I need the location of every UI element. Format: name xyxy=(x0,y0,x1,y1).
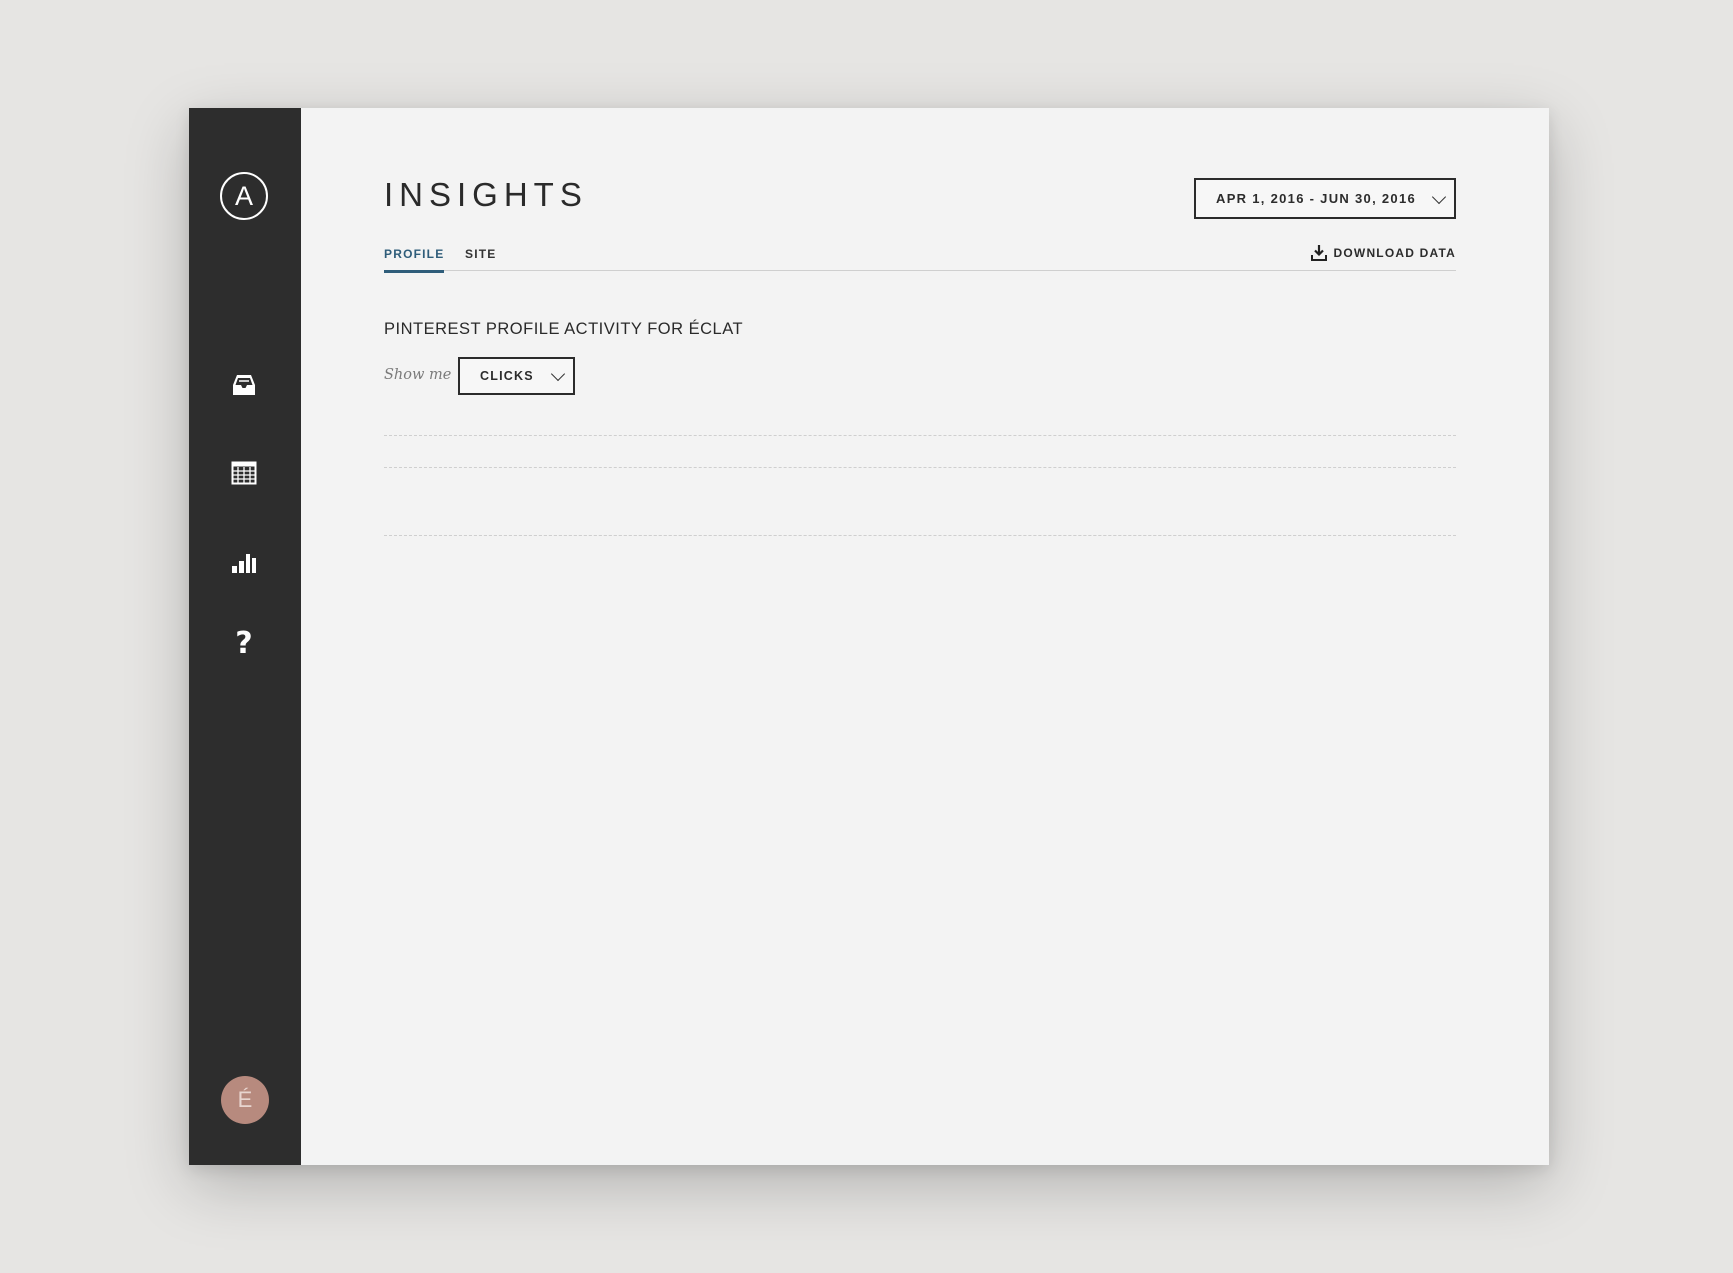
page-title: INSIGHTS xyxy=(384,176,588,213)
section-title: PINTEREST PROFILE ACTIVITY FOR ÉCLAT xyxy=(384,320,744,338)
tab-site[interactable]: SITE xyxy=(465,247,497,261)
main-content: INSIGHTS APR 1, 2016 - JUN 30, 2016 PROF… xyxy=(301,108,1549,1165)
chevron-down-icon xyxy=(550,366,566,382)
download-data-button[interactable]: DOWNLOAD DATA xyxy=(1310,244,1456,261)
primary-filter: Show me CLICKS xyxy=(384,330,1456,436)
tab-bar: PROFILE SITE DOWNLOAD DATA xyxy=(384,238,1456,273)
date-range-select[interactable]: APR 1, 2016 - JUN 30, 2016 xyxy=(1194,178,1456,219)
download-data-label: DOWNLOAD DATA xyxy=(1333,245,1456,260)
bar-chart-icon[interactable] xyxy=(229,546,259,576)
app-window: A ? É INSIGHTS xyxy=(189,108,1549,1165)
show-me-label: Show me xyxy=(384,367,452,383)
app-logo[interactable]: A xyxy=(220,172,268,220)
filter-row-primary xyxy=(384,400,1456,468)
help-icon[interactable]: ? xyxy=(235,625,253,661)
calendar-icon[interactable] xyxy=(229,458,259,488)
date-range-value: APR 1, 2016 - JUN 30, 2016 xyxy=(1216,191,1417,206)
sidebar: A ? É xyxy=(189,108,301,1165)
avatar[interactable]: É xyxy=(221,1076,269,1124)
metric-select[interactable]: CLICKS xyxy=(458,357,575,395)
tab-profile[interactable]: PROFILE xyxy=(384,247,445,273)
download-icon xyxy=(1310,245,1327,261)
inbox-icon[interactable] xyxy=(229,370,259,400)
content-overlay: Show me CLICKS xyxy=(301,108,1549,1165)
metric-value: CLICKS xyxy=(480,369,534,383)
primary-filter-row xyxy=(384,468,1456,536)
